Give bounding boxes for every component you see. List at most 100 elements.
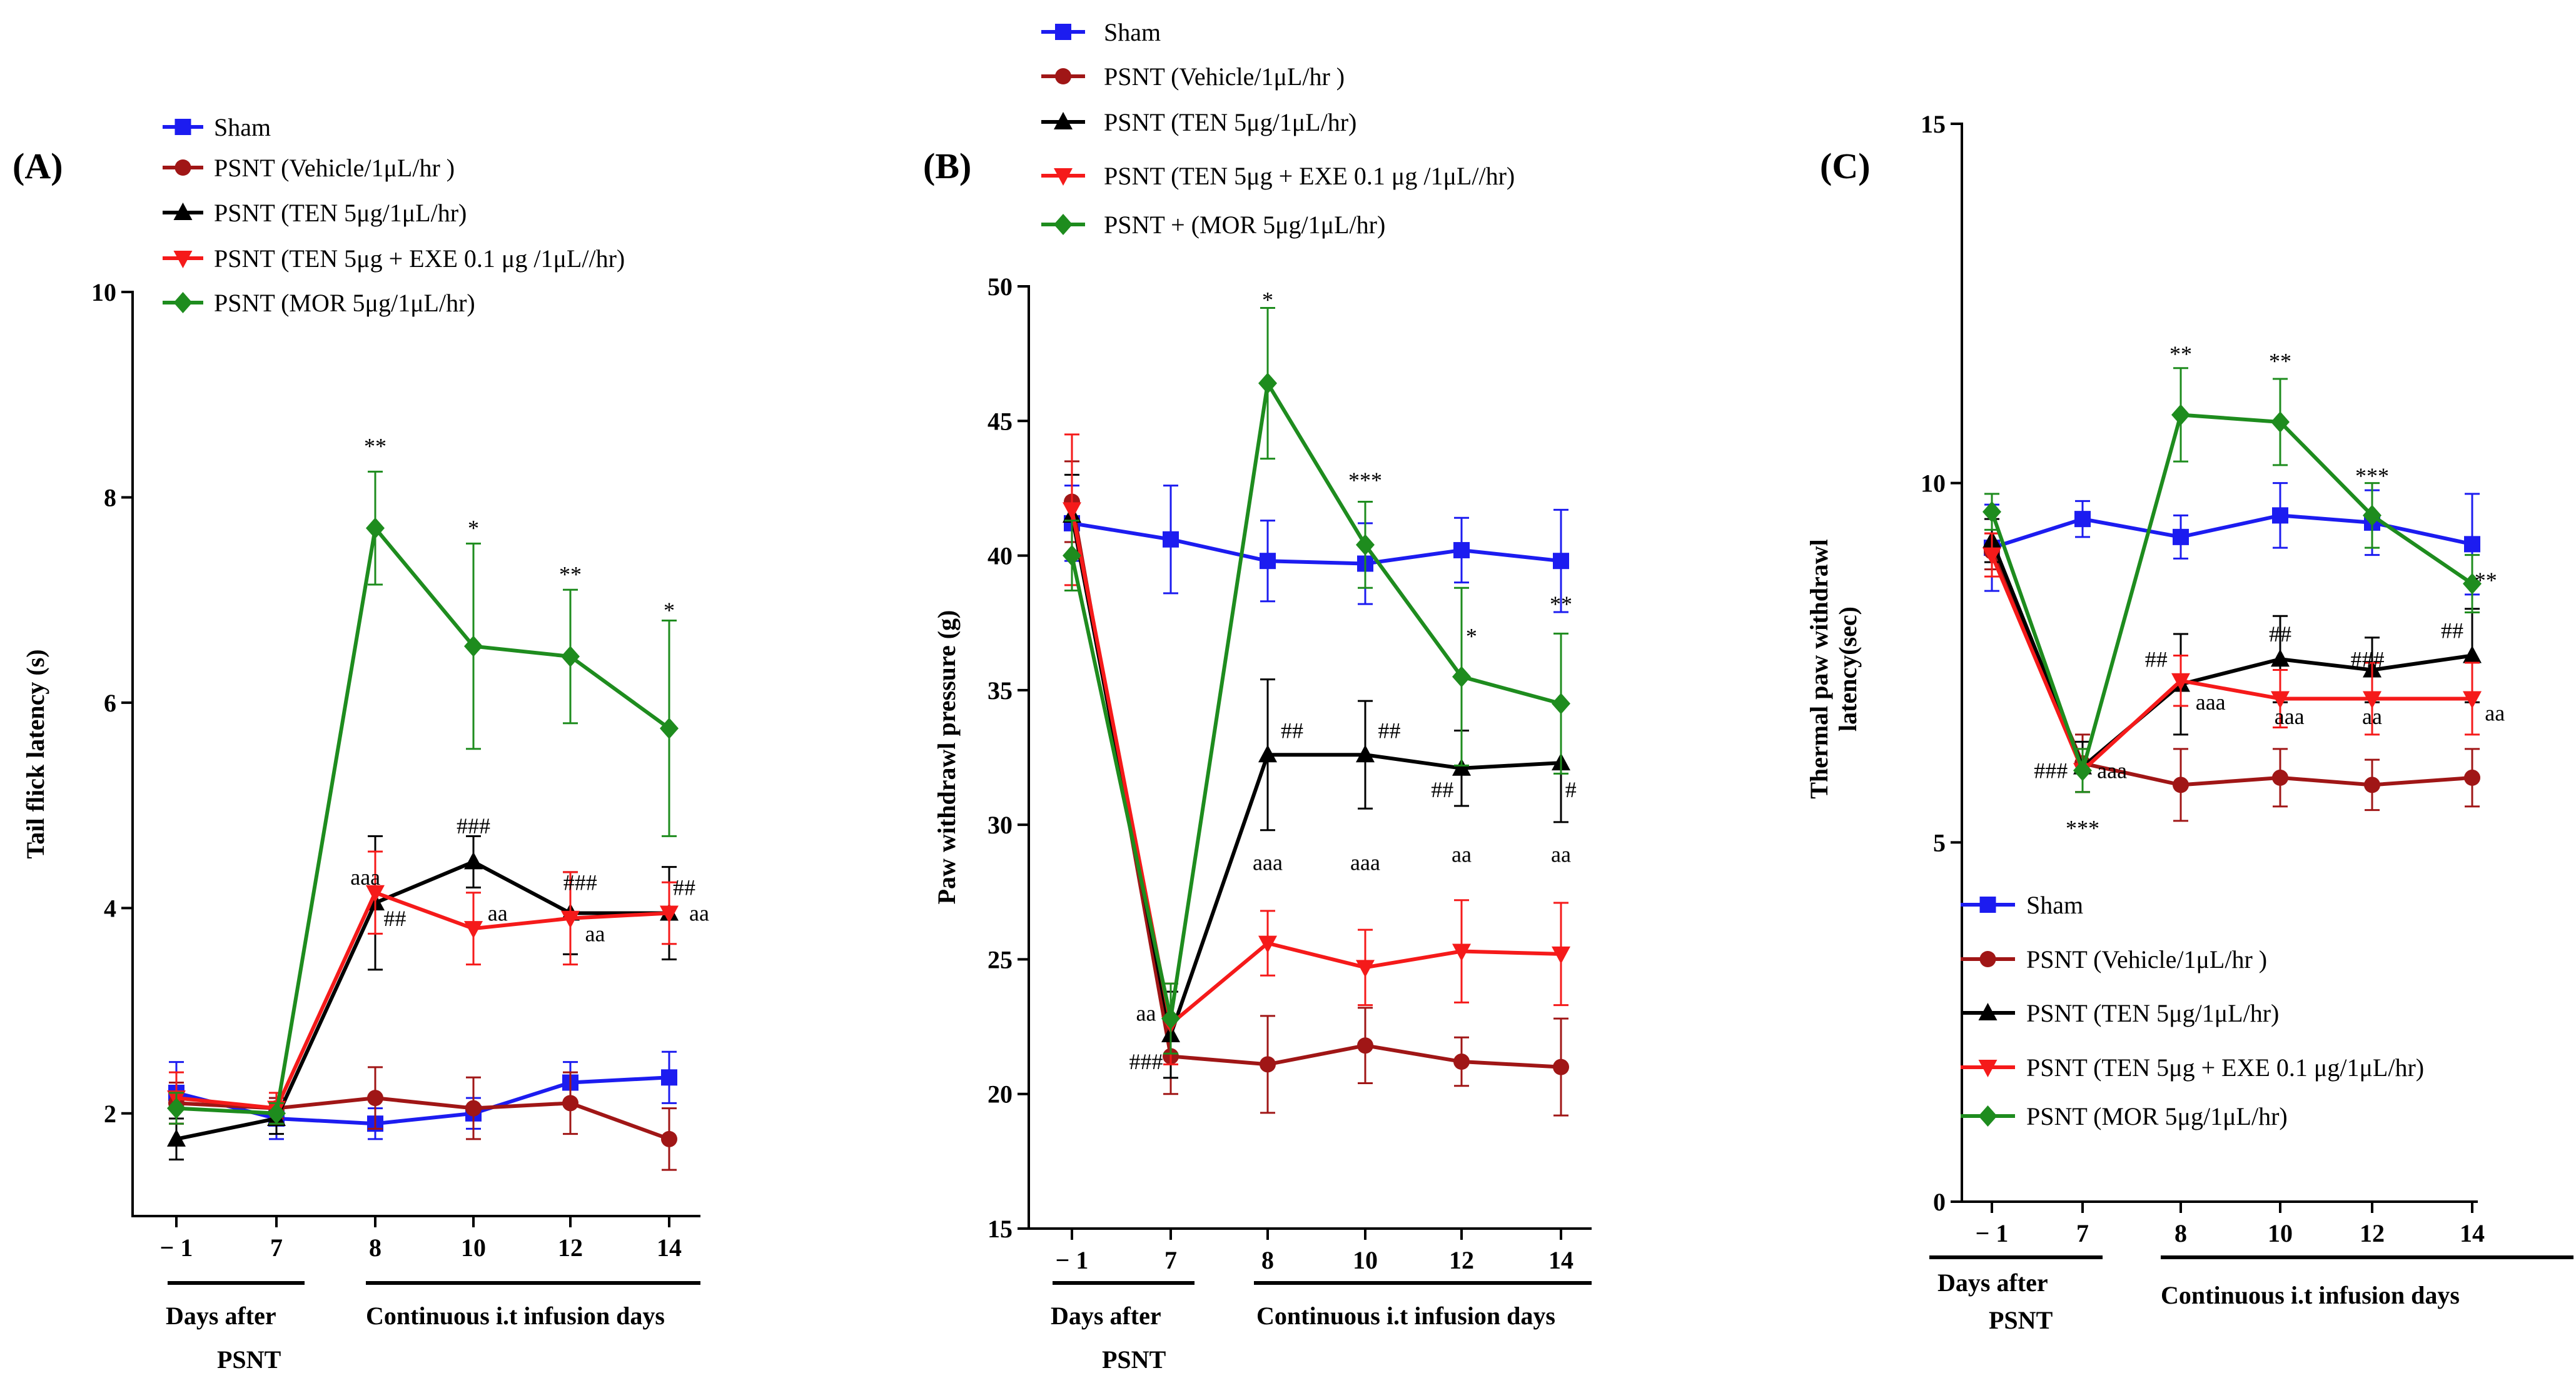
x-group-label: PSNT <box>1102 1345 1166 1374</box>
data-point <box>1258 745 1277 763</box>
x-tick-label: 12 <box>2360 1219 2385 1247</box>
y-axis-label: latency(sec) <box>1834 606 1862 732</box>
data-point <box>167 1129 186 1147</box>
data-point <box>2271 411 2290 433</box>
series-mor <box>167 470 679 1125</box>
data-point <box>660 905 679 923</box>
series-line <box>1990 540 2473 769</box>
x-tick-label: 10 <box>1353 1246 1378 1274</box>
legend-marker <box>1054 112 1073 129</box>
x-tick-label: − 1 <box>1056 1246 1089 1274</box>
series-line <box>176 526 670 1115</box>
y-axis-label: Tail flick latency (s) <box>21 649 49 858</box>
data-point <box>464 921 483 939</box>
data-point <box>2464 769 2480 786</box>
x-group-label: Continuous i.t infusion days <box>1256 1302 1555 1330</box>
series-mor <box>1983 367 2482 793</box>
significance-annotation: ### <box>457 813 490 838</box>
data-point <box>661 1069 677 1086</box>
legend-marker <box>173 292 193 313</box>
series-line <box>176 890 670 1110</box>
data-point <box>1356 745 1375 763</box>
legend-marker <box>1979 897 1996 913</box>
data-point <box>1161 1008 1180 1030</box>
data-point <box>561 910 580 928</box>
chart-panel-1: (A) 2 4 6 8 10 − 1 7 8 10 12 14 Tail flick latency (… <box>13 113 709 1374</box>
legend-marker <box>173 251 193 268</box>
legend-label: PSNT (TEN 5μg/1μL/hr) <box>1104 108 1356 136</box>
significance-annotation: * <box>664 598 675 623</box>
y-tick-label: 40 <box>987 542 1013 570</box>
data-point <box>1258 373 1277 395</box>
data-point <box>464 852 483 870</box>
y-tick-label: 50 <box>987 273 1013 301</box>
y-tick-label: 30 <box>987 811 1013 839</box>
legend-label: PSNT (Vehicle/1μL/hr ) <box>214 154 455 182</box>
x-group-label: Days after <box>1937 1269 2048 1297</box>
legend-marker <box>1978 1003 1998 1020</box>
legend-marker <box>1054 214 1073 235</box>
data-point <box>1163 531 1179 548</box>
data-point <box>2271 649 2290 667</box>
data-point <box>1260 1056 1276 1073</box>
y-tick-label: 6 <box>104 689 116 717</box>
data-point <box>464 635 483 657</box>
significance-annotation: aa <box>2362 704 2382 729</box>
data-point <box>2364 777 2380 793</box>
significance-annotation: ## <box>2145 646 2168 671</box>
x-tick-label: 7 <box>2076 1219 2089 1247</box>
significance-annotation: aa <box>689 901 709 926</box>
data-point <box>1983 501 2001 523</box>
significance-annotation: ### <box>563 870 597 895</box>
x-tick-label: 12 <box>558 1234 583 1262</box>
series-line <box>1070 501 1562 1069</box>
legend: Sham PSNT (Vehicle/1μL/hr ) PSNT (TEN 5μg/… <box>1961 891 2424 1130</box>
significance-annotation: aa <box>585 921 605 946</box>
data-point <box>2073 760 2092 782</box>
x-tick-label: 8 <box>2174 1219 2187 1247</box>
x-tick-label: 14 <box>657 1234 682 1262</box>
significance-annotation: *** <box>1348 468 1382 493</box>
significance-annotation: # <box>1565 777 1577 802</box>
data-point <box>1452 758 1471 776</box>
legend-label: PSNT (Vehicle/1μL/hr ) <box>1104 63 1345 91</box>
significance-annotation: *** <box>2355 463 2389 488</box>
x-group-label: PSNT <box>1989 1306 2053 1334</box>
data-point <box>2271 691 2290 709</box>
legend-label: PSNT (MOR 5μg/1μL/hr) <box>214 289 475 317</box>
x-tick-label: − 1 <box>160 1234 193 1262</box>
significance-annotation: ** <box>559 562 582 587</box>
data-point <box>2464 536 2480 553</box>
x-tick-label: 14 <box>2460 1219 2485 1247</box>
legend-marker <box>174 159 191 176</box>
data-point <box>1356 534 1375 556</box>
data-point <box>1258 935 1277 953</box>
significance-annotation: aa <box>1136 1001 1156 1026</box>
data-point <box>1552 693 1570 715</box>
data-point <box>2173 777 2189 793</box>
data-point <box>1552 946 1570 964</box>
significance-annotation: ## <box>2441 618 2463 643</box>
y-axis-label: Paw withdrawl pressure (g) <box>932 610 961 905</box>
significance-annotation: ** <box>2269 348 2291 373</box>
y-tick-label: 4 <box>104 894 116 922</box>
significance-annotation: aa <box>488 901 508 926</box>
x-group-label: Continuous i.t infusion days <box>2161 1281 2460 1309</box>
significance-annotation: aaa <box>2097 758 2127 783</box>
significance-annotation: *** <box>2066 815 2099 840</box>
data-point <box>2363 691 2382 709</box>
significance-annotation: ## <box>673 875 695 900</box>
series-ten_exe <box>1063 433 1570 1065</box>
legend-marker <box>1054 168 1073 186</box>
significance-annotation: aa <box>2485 700 2505 725</box>
series-line <box>176 1075 670 1126</box>
x-tick-label: 7 <box>270 1234 283 1262</box>
legend-marker <box>1055 24 1071 40</box>
significance-annotation: * <box>1262 288 1273 313</box>
data-point <box>1453 541 1470 558</box>
series-ten <box>1983 518 2482 793</box>
y-tick-label: 15 <box>1921 110 1946 138</box>
data-point <box>465 1100 482 1117</box>
significance-annotation: ### <box>2034 758 2068 783</box>
